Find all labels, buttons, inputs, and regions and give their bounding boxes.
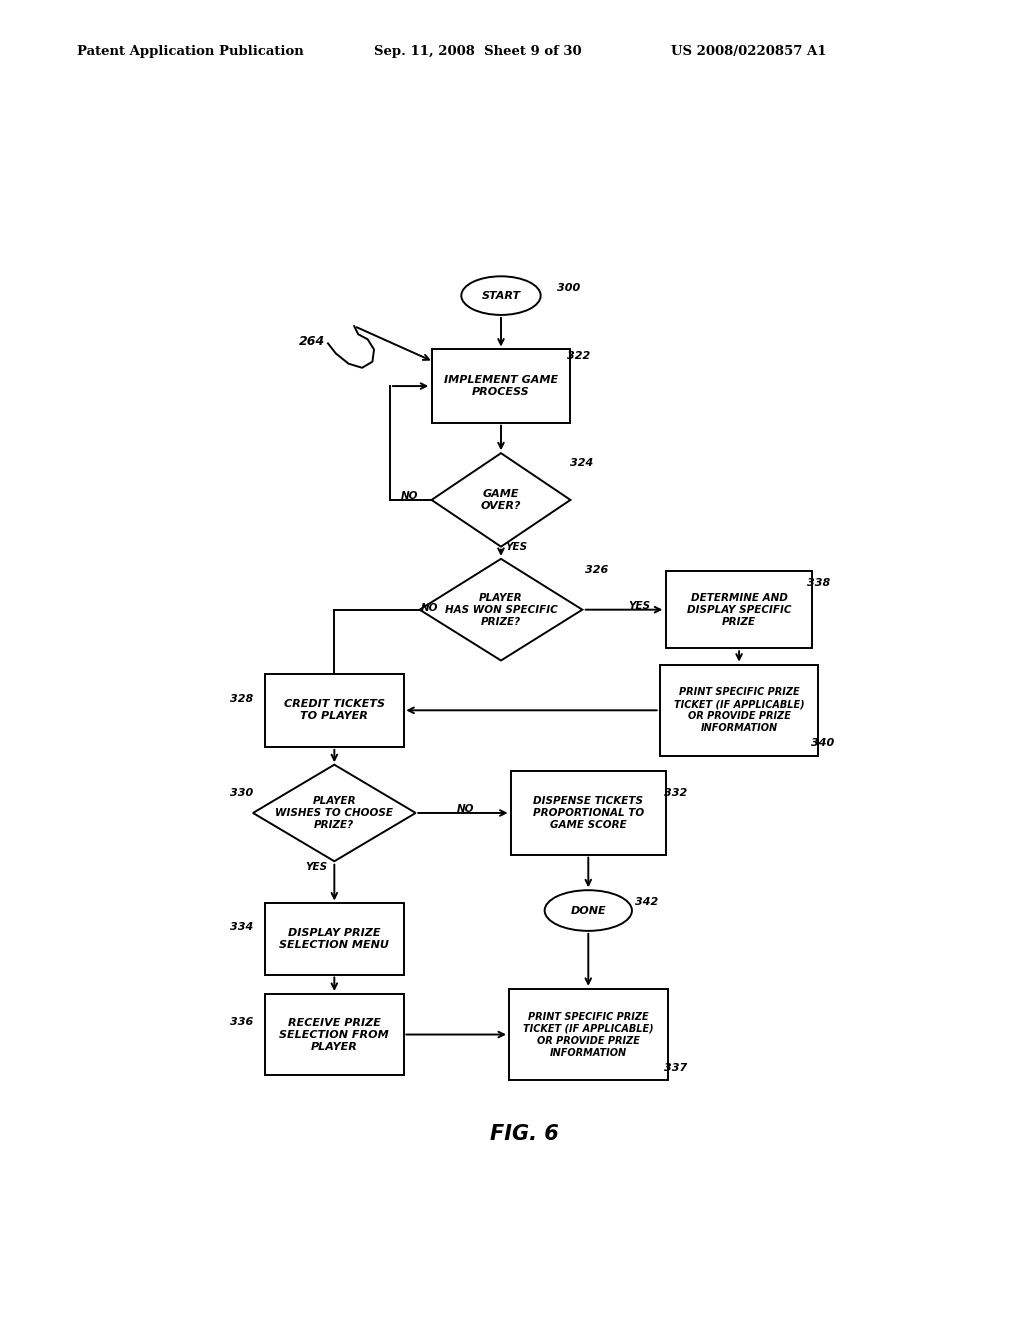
Text: 334: 334 [229,921,253,932]
Text: 328: 328 [229,694,253,704]
Text: US 2008/0220857 A1: US 2008/0220857 A1 [671,45,826,58]
Polygon shape [431,453,570,546]
Text: FIG. 6: FIG. 6 [490,1125,559,1144]
Text: 300: 300 [557,284,580,293]
FancyBboxPatch shape [265,673,403,747]
Text: 264: 264 [299,335,325,348]
Text: YES: YES [629,601,651,611]
Text: 338: 338 [807,578,830,589]
FancyBboxPatch shape [265,994,403,1076]
Text: 322: 322 [567,351,591,360]
Text: 330: 330 [229,788,253,797]
Text: 324: 324 [570,458,594,469]
Text: DETERMINE AND
DISPLAY SPECIFIC
PRIZE: DETERMINE AND DISPLAY SPECIFIC PRIZE [687,593,792,627]
Text: Sep. 11, 2008  Sheet 9 of 30: Sep. 11, 2008 Sheet 9 of 30 [374,45,582,58]
Text: GAME
OVER?: GAME OVER? [480,488,521,511]
Text: RECEIVE PRIZE
SELECTION FROM
PLAYER: RECEIVE PRIZE SELECTION FROM PLAYER [280,1018,389,1052]
Text: YES: YES [306,862,328,871]
Polygon shape [253,764,416,861]
FancyBboxPatch shape [659,664,818,756]
Text: 342: 342 [635,898,657,907]
FancyBboxPatch shape [666,572,812,648]
Text: 336: 336 [229,1018,253,1027]
Text: NO: NO [457,804,474,814]
Text: YES: YES [506,541,528,552]
Polygon shape [420,558,583,660]
Text: DISPLAY PRIZE
SELECTION MENU: DISPLAY PRIZE SELECTION MENU [280,928,389,950]
Text: Patent Application Publication: Patent Application Publication [77,45,303,58]
Text: START: START [481,290,520,301]
Text: IMPLEMENT GAME
PROCESS: IMPLEMENT GAME PROCESS [444,375,558,397]
FancyBboxPatch shape [265,903,403,974]
FancyBboxPatch shape [511,771,666,854]
Text: 337: 337 [664,1063,687,1073]
Text: NO: NO [421,603,438,612]
Text: PLAYER
HAS WON SPECIFIC
PRIZE?: PLAYER HAS WON SPECIFIC PRIZE? [444,593,557,627]
Text: 332: 332 [664,788,687,797]
Text: NO: NO [401,491,419,500]
Text: CREDIT TICKETS
TO PLAYER: CREDIT TICKETS TO PLAYER [284,700,385,721]
Text: 326: 326 [585,565,608,576]
Text: DONE: DONE [570,906,606,916]
Text: PRINT SPECIFIC PRIZE
TICKET (IF APPLICABLE)
OR PROVIDE PRIZE
INFORMATION: PRINT SPECIFIC PRIZE TICKET (IF APPLICAB… [523,1011,653,1057]
FancyBboxPatch shape [509,989,668,1080]
Text: PRINT SPECIFIC PRIZE
TICKET (IF APPLICABLE)
OR PROVIDE PRIZE
INFORMATION: PRINT SPECIFIC PRIZE TICKET (IF APPLICAB… [674,688,805,734]
Ellipse shape [545,890,632,931]
FancyBboxPatch shape [431,350,570,422]
Text: DISPENSE TICKETS
PROPORTIONAL TO
GAME SCORE: DISPENSE TICKETS PROPORTIONAL TO GAME SC… [532,796,644,830]
Text: 340: 340 [811,738,834,748]
Text: PLAYER
WISHES TO CHOOSE
PRIZE?: PLAYER WISHES TO CHOOSE PRIZE? [275,796,393,830]
Ellipse shape [461,276,541,315]
